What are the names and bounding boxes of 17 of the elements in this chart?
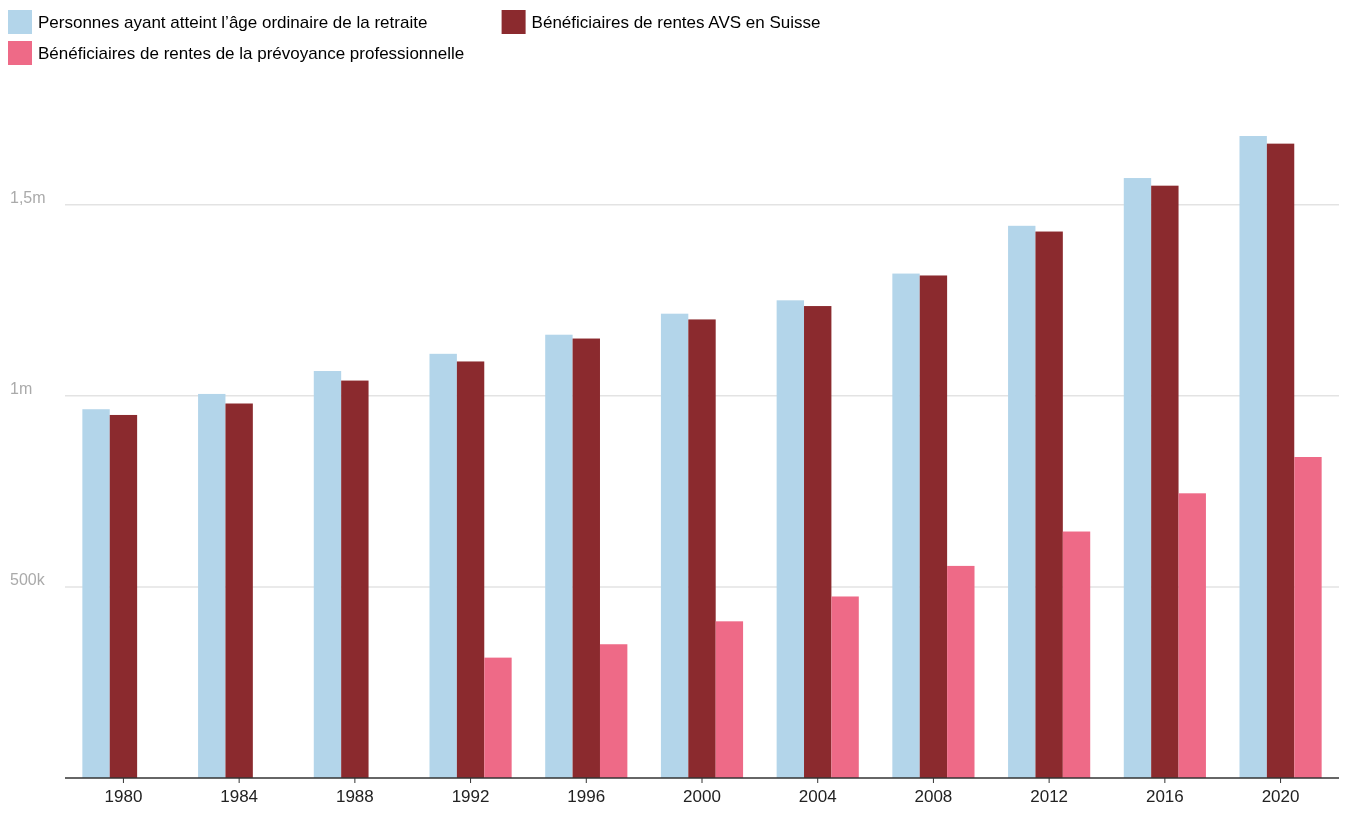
x-tick-label: 1996 [567,787,606,806]
x-tick-label: 1980 [104,787,143,806]
legend-label: Bénéficiaires de rentes de la prévoyance professionnelle [38,44,465,63]
x-tick-label: 1988 [335,787,374,806]
x-tick-label: 2000 [683,787,721,806]
x-tick-label: 2008 [914,787,953,806]
x-tick-label: 1992 [451,787,490,806]
legend-label: Bénéficiaires de rentes AVS en Suisse [531,13,821,32]
x-tick-label: 1984 [220,787,259,806]
x-tick-label: 2016 [1145,787,1184,806]
legend-label: Personnes ayant atteint l’âge ordinaire de la retraite [38,13,428,32]
x-tick-label: 2020 [1261,787,1300,806]
y-tick-label: 500k [10,570,46,588]
y-tick-label: 1,5m [10,188,46,206]
x-tick-label: 2004 [798,787,837,806]
y-tick-label: 1m [10,379,33,397]
x-tick-label: 2012 [1030,787,1069,806]
